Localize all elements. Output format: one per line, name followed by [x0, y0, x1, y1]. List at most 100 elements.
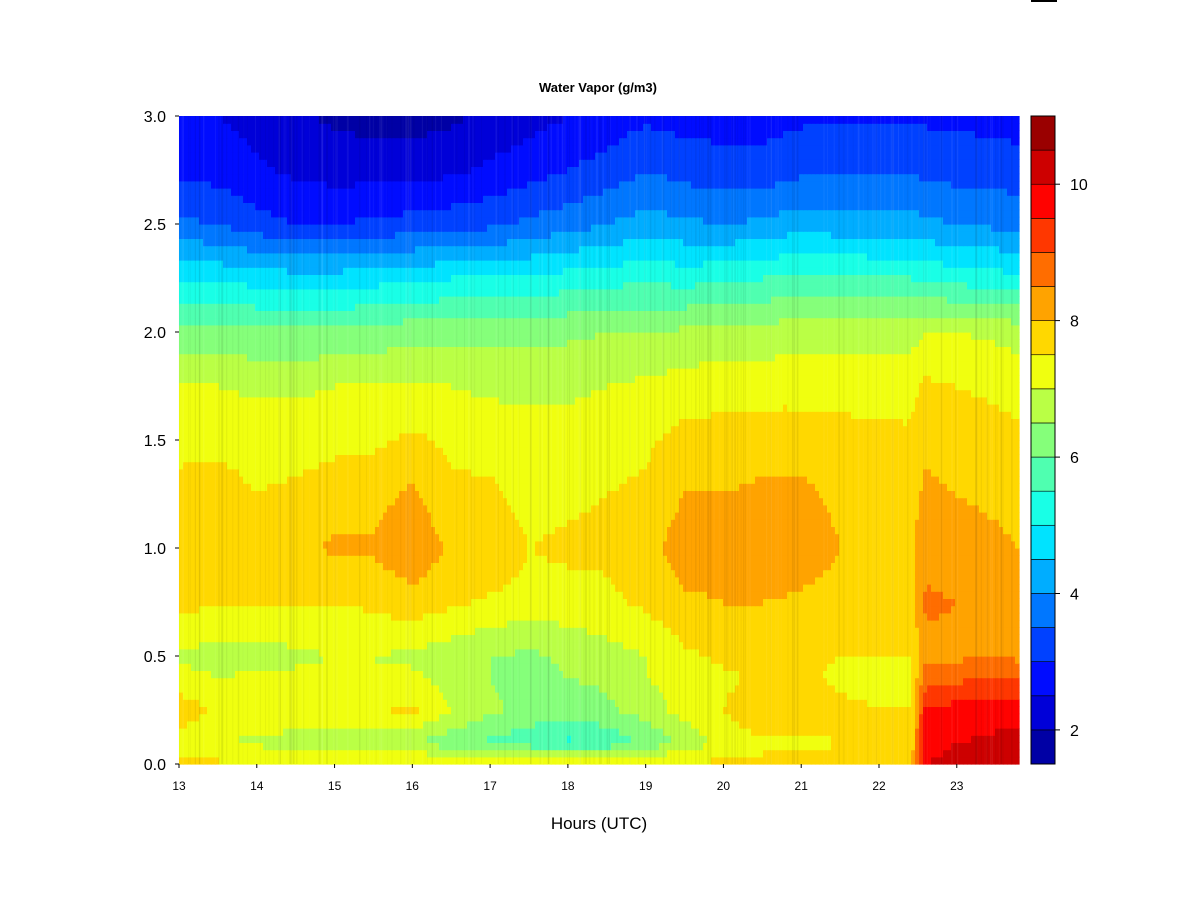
heatmap-cell	[863, 728, 868, 736]
heatmap-cell	[191, 713, 196, 722]
heatmap-cell	[963, 713, 968, 722]
heatmap-cell	[983, 728, 988, 736]
heatmap-cell	[987, 756, 992, 765]
heatmap-cell	[963, 699, 968, 707]
heatmap-cell	[755, 735, 760, 743]
heatmap-cell	[719, 728, 724, 736]
heatmap-cell	[855, 720, 860, 729]
heatmap-cell	[287, 749, 292, 758]
heatmap-cell	[819, 627, 824, 635]
heatmap-cell	[583, 749, 588, 758]
heatmap-cell	[575, 756, 580, 765]
heatmap-cell	[843, 720, 848, 729]
heatmap-cell	[623, 670, 628, 679]
heatmap-cell	[807, 699, 812, 707]
heatmap-cell	[1015, 670, 1020, 679]
heatmap-cell	[931, 728, 936, 736]
heatmap-cell	[655, 677, 660, 686]
heatmap-cell	[331, 720, 336, 729]
heatmap-cell	[575, 720, 580, 729]
heatmap-cell	[803, 634, 808, 643]
heatmap-cell	[879, 720, 884, 729]
heatmap-cell	[811, 692, 816, 700]
heatmap-cell	[311, 612, 316, 621]
heatmap-cell	[543, 728, 548, 736]
heatmap-cell	[675, 735, 680, 743]
heatmap-cell	[523, 656, 528, 664]
heatmap-cell	[1015, 612, 1020, 621]
heatmap-cell	[467, 749, 472, 758]
heatmap-cell	[967, 641, 972, 650]
heatmap-cell	[491, 692, 496, 700]
heatmap-cell	[695, 742, 700, 751]
heatmap-cell	[703, 749, 708, 758]
heatmap-cell	[899, 728, 904, 736]
heatmap-cell	[491, 720, 496, 729]
heatmap-cell	[815, 728, 820, 736]
heatmap-cell	[707, 720, 712, 729]
heatmap-cell	[631, 699, 636, 707]
heatmap-cell	[299, 706, 304, 715]
heatmap-cell	[755, 656, 760, 664]
heatmap-cell	[623, 641, 628, 650]
heatmap-cell	[803, 706, 808, 715]
heatmap-cell	[631, 670, 636, 679]
heatmap-cell	[971, 756, 976, 765]
heatmap-cell	[935, 634, 940, 643]
heatmap-cell	[539, 756, 544, 765]
heatmap-cell	[643, 735, 648, 743]
heatmap-cell	[395, 591, 400, 599]
heatmap-cell	[259, 735, 264, 743]
heatmap-cell	[763, 713, 768, 722]
heatmap-cell	[931, 634, 936, 643]
heatmap-cell	[263, 605, 268, 614]
heatmap-cell	[747, 749, 752, 758]
heatmap-cell	[383, 756, 388, 765]
heatmap-cell	[395, 742, 400, 751]
heatmap-cell	[899, 742, 904, 751]
heatmap-cell	[235, 728, 240, 736]
heatmap-cell	[471, 713, 476, 722]
heatmap-cell	[591, 620, 596, 628]
heatmap-cell	[263, 728, 268, 736]
heatmap-cell	[251, 728, 256, 736]
heatmap-cell	[315, 742, 320, 751]
heatmap-cell	[403, 749, 408, 758]
heatmap-cell	[491, 591, 496, 599]
heatmap-cell	[687, 728, 692, 736]
heatmap-cell	[555, 742, 560, 751]
heatmap-cell	[459, 605, 464, 614]
heatmap-cell	[459, 720, 464, 729]
heatmap-cell	[971, 720, 976, 729]
heatmap-cell	[331, 756, 336, 765]
heatmap-cell	[979, 735, 984, 743]
heatmap-cell	[747, 713, 752, 722]
heatmap-cell	[259, 634, 264, 643]
heatmap-cell	[335, 742, 340, 751]
heatmap-cell	[591, 612, 596, 621]
heatmap-cell	[647, 735, 652, 743]
heatmap-cell	[583, 735, 588, 743]
heatmap-cell	[971, 677, 976, 686]
heatmap-cell	[967, 756, 972, 765]
heatmap-cell	[831, 728, 836, 736]
heatmap-cell	[759, 663, 764, 671]
heatmap-cell	[531, 699, 536, 707]
heatmap-cell	[775, 713, 780, 722]
heatmap-cell	[527, 749, 532, 758]
heatmap-cell	[803, 620, 808, 628]
heatmap-cell	[819, 692, 824, 700]
heatmap-cell	[543, 591, 548, 599]
heatmap-cell	[871, 749, 876, 758]
heatmap-cell	[735, 749, 740, 758]
heatmap-cell	[823, 720, 828, 729]
heatmap-cell	[947, 728, 952, 736]
heatmap-cell	[963, 605, 968, 614]
heatmap-cell	[411, 742, 416, 751]
heatmap-cell	[791, 735, 796, 743]
heatmap-cell	[923, 728, 928, 736]
heatmap-cell	[863, 749, 868, 758]
heatmap-cell	[387, 627, 392, 635]
heatmap-cell	[387, 728, 392, 736]
heatmap-cell	[815, 605, 820, 614]
